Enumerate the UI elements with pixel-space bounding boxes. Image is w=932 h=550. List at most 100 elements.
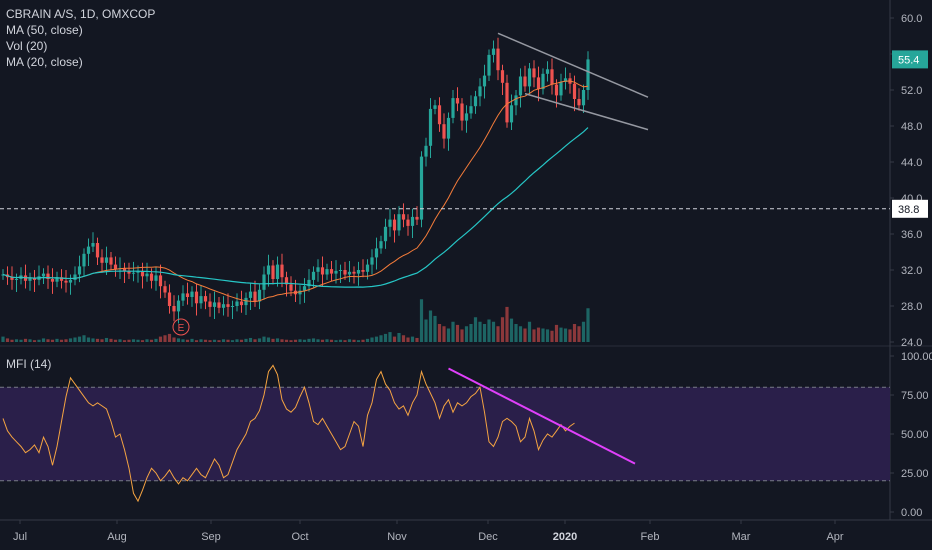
volume-bar: [410, 336, 415, 342]
volume-bar: [316, 339, 320, 342]
volume-bar: [64, 339, 68, 342]
volume-bar: [19, 339, 23, 342]
candle-body: [140, 270, 145, 277]
volume-bar: [167, 333, 172, 342]
mfi-tick-label: 100.00: [901, 351, 932, 363]
time-tick-label: Sep: [201, 531, 221, 543]
mfi-axis: 100.00 75.00 50.00 25.00 0.00: [890, 351, 932, 519]
volume-bar: [104, 337, 109, 342]
volume-bar: [73, 337, 77, 342]
price-tick-label: 60.0: [901, 13, 922, 25]
candle-body: [64, 280, 68, 283]
volume-bar: [136, 339, 140, 342]
volume-bar: [248, 337, 253, 342]
volume-bar: [401, 335, 406, 342]
wedge-lower-line: [524, 92, 649, 131]
volume-bar: [14, 339, 19, 342]
volume-bar: [473, 317, 478, 342]
candle-body: [68, 279, 73, 283]
volume-bar: [446, 328, 451, 342]
volume-bar: [100, 339, 104, 342]
volume-bars: [1, 299, 590, 342]
candle-body: [577, 99, 581, 106]
volume-bar: [176, 338, 181, 342]
volume-bar: [442, 326, 446, 342]
mfi-tick-label: 75.00: [901, 390, 929, 402]
volume-bar: [1, 336, 5, 342]
volume-bar: [208, 340, 212, 342]
symbol-title[interactable]: CBRAIN A/S, 1D, OMXCOP: [6, 7, 156, 21]
mfi-legend[interactable]: MFI (14): [6, 357, 52, 371]
volume-bar: [68, 338, 73, 342]
volume-bar: [239, 339, 244, 342]
volume-bar: [406, 337, 410, 342]
volume-bar: [523, 328, 527, 342]
volume-legend[interactable]: Vol (20): [6, 39, 48, 53]
volume-bar: [185, 339, 190, 342]
mfi-trendline: [448, 367, 636, 465]
candle-body: [383, 226, 388, 242]
volume-bar: [460, 329, 464, 342]
candle-body: [491, 48, 496, 55]
candle-body: [559, 81, 563, 96]
ma20-legend[interactable]: MA (20, close): [6, 55, 83, 69]
candle-body: [388, 219, 392, 227]
volume-bar: [145, 339, 149, 342]
volume-bar: [568, 329, 572, 342]
candle-body: [46, 273, 50, 279]
time-axis: Jul Aug Sep Oct Nov Dec 2020 Feb Mar Apr: [13, 520, 844, 543]
candle-body: [271, 265, 275, 279]
volume-bar: [334, 340, 338, 342]
price-tick-label: 32.0: [901, 265, 922, 277]
volume-bar: [41, 338, 46, 342]
candle-body: [478, 86, 482, 97]
candle-body: [379, 241, 383, 249]
candle-body: [401, 214, 406, 220]
ma50-legend[interactable]: MA (50, close): [6, 23, 83, 37]
candle-body: [131, 272, 136, 274]
level-label: 38.8: [898, 204, 919, 216]
candle-body: [347, 271, 352, 275]
candle-body: [352, 271, 356, 274]
volume-bar: [199, 339, 203, 342]
candle-body: [563, 78, 568, 82]
volume-bar: [86, 337, 91, 342]
candle-body: [320, 267, 325, 275]
ma20-line: [2, 80, 589, 303]
candle-body: [473, 96, 478, 107]
candle-body: [415, 216, 419, 220]
candle-body: [212, 302, 217, 307]
ma50-line: [2, 127, 589, 288]
volume-bar: [163, 335, 167, 342]
volume-bar: [55, 338, 59, 342]
candle-body: [41, 273, 46, 277]
volume-bar: [329, 339, 334, 342]
mfi-tick-label: 50.00: [901, 429, 929, 441]
candle-body: [28, 278, 32, 281]
price-tick-label: 48.0: [901, 121, 922, 133]
candle-body: [95, 243, 100, 258]
mfi-tick-label: 0.00: [901, 507, 922, 519]
mfi-line: [2, 364, 575, 503]
volume-bar: [482, 324, 487, 342]
candle-body: [554, 84, 559, 96]
volume-bar: [235, 339, 239, 342]
volume-bar: [419, 299, 424, 342]
time-tick-label: Nov: [387, 531, 407, 543]
candle-body: [298, 290, 302, 295]
candle-body: [460, 103, 464, 121]
volume-bar: [581, 321, 586, 342]
candle-body: [419, 156, 424, 220]
candle-body: [172, 306, 176, 312]
volume-bar: [563, 328, 568, 342]
candle-body: [532, 68, 536, 78]
volume-bar: [487, 319, 491, 342]
candle-body: [59, 277, 64, 281]
candle-body: [370, 257, 374, 265]
volume-bar: [244, 338, 248, 342]
volume-bar: [577, 326, 581, 342]
candle-body: [14, 279, 19, 280]
candle-body: [55, 277, 59, 282]
candle-body: [424, 145, 428, 157]
